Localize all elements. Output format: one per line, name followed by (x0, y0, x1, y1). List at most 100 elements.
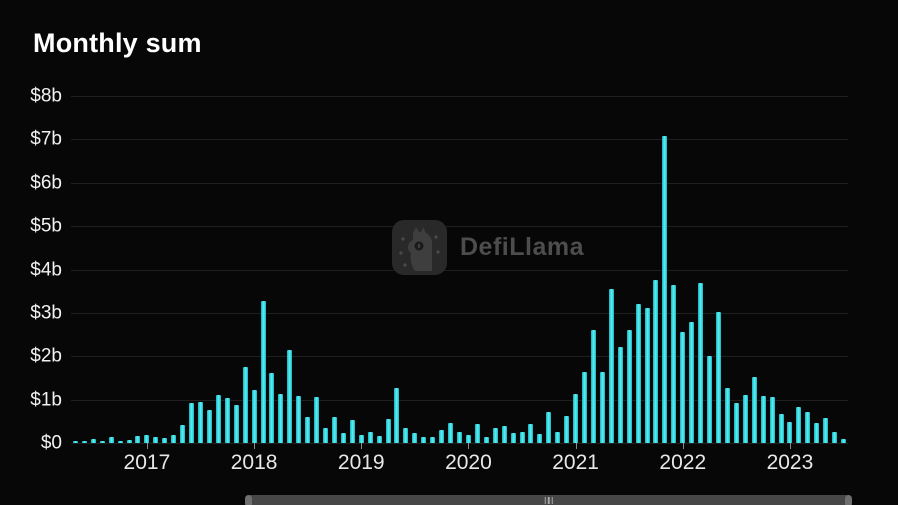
chart-title: Monthly sum (33, 28, 202, 58)
bar-2018-11[interactable] (340, 432, 346, 443)
bar-2022-03[interactable] (698, 283, 704, 443)
bar-2020-04[interactable] (492, 428, 498, 443)
bar-2020-12[interactable] (564, 415, 570, 443)
bar-2022-06[interactable] (724, 388, 730, 443)
bar-2022-05[interactable] (716, 312, 721, 443)
bar-2018-01[interactable] (251, 390, 257, 443)
bar-2017-06[interactable] (189, 403, 195, 443)
y-axis-tick-label: $8b (30, 85, 62, 107)
bar-2017-04[interactable] (171, 434, 177, 443)
bar-2017-08[interactable] (206, 410, 212, 443)
bar-2020-05[interactable] (501, 426, 507, 443)
bar-2019-02[interactable] (367, 431, 373, 443)
bar-2021-05[interactable] (608, 289, 614, 443)
bar-2017-03[interactable] (162, 438, 168, 443)
bar-2016-06[interactable] (81, 440, 87, 443)
bar-2018-08[interactable] (314, 396, 320, 443)
bar-2018-06[interactable] (296, 395, 302, 443)
range-scrollbar[interactable] (245, 495, 852, 505)
slider-grip-icon[interactable] (544, 497, 553, 504)
bar-2020-02[interactable] (474, 424, 480, 443)
bar-2022-09[interactable] (751, 376, 757, 443)
bar-2020-11[interactable] (555, 431, 561, 443)
bar-2017-11[interactable] (233, 404, 239, 443)
bar-2023-02[interactable] (796, 407, 802, 443)
bar-2017-07[interactable] (198, 401, 203, 443)
x-axis-tick (682, 443, 684, 449)
bar-2021-08[interactable] (635, 303, 641, 443)
bar-2019-05[interactable] (394, 388, 400, 443)
bar-2021-02[interactable] (582, 372, 588, 443)
bar-2017-10[interactable] (224, 398, 230, 443)
bar-2018-10[interactable] (331, 416, 337, 443)
bar-2023-06[interactable] (832, 431, 838, 443)
bar-2023-07[interactable] (841, 439, 847, 443)
bar-2019-04[interactable] (385, 419, 391, 443)
bar-2017-01[interactable] (144, 435, 150, 443)
bar-2020-07[interactable] (519, 431, 525, 443)
bar-2019-03[interactable] (376, 435, 382, 443)
bar-2018-07[interactable] (305, 416, 311, 443)
bar-2018-02[interactable] (260, 300, 266, 443)
bar-2021-04[interactable] (599, 372, 605, 443)
bar-2023-01[interactable] (787, 421, 793, 443)
bar-2021-03[interactable] (590, 329, 596, 443)
bar-2022-10[interactable] (760, 395, 766, 443)
bar-2020-09[interactable] (537, 434, 543, 443)
bar-2021-11[interactable] (662, 135, 668, 443)
bar-2019-01[interactable] (358, 435, 364, 443)
bar-2020-06[interactable] (510, 433, 516, 443)
bar-2020-08[interactable] (528, 424, 534, 443)
bar-2018-05[interactable] (287, 349, 293, 443)
bar-2019-09[interactable] (430, 436, 436, 443)
bar-2018-03[interactable] (269, 373, 275, 443)
bar-2017-05[interactable] (180, 424, 186, 443)
bar-2018-09[interactable] (323, 428, 329, 443)
bar-2022-04[interactable] (707, 356, 713, 443)
bar-2016-12[interactable] (135, 436, 141, 443)
bar-2022-02[interactable] (689, 321, 695, 443)
bar-2022-07[interactable] (733, 403, 739, 443)
gridline (71, 139, 848, 141)
bar-2019-12[interactable] (457, 432, 462, 443)
y-axis-tick-label: $3b (30, 302, 62, 324)
bar-2017-12[interactable] (242, 367, 248, 443)
bar-2019-06[interactable] (403, 428, 409, 443)
bar-2017-02[interactable] (153, 436, 159, 443)
gridline (71, 399, 848, 401)
bar-2016-05[interactable] (72, 441, 78, 443)
x-axis-tick (361, 443, 363, 449)
bar-2023-03[interactable] (805, 411, 811, 443)
bar-2023-05[interactable] (823, 418, 829, 443)
slider-right-handle[interactable] (845, 495, 852, 505)
bar-2020-10[interactable] (546, 411, 552, 443)
bar-2021-12[interactable] (671, 284, 677, 443)
bar-2016-08[interactable] (99, 440, 105, 443)
bar-2016-10[interactable] (117, 440, 123, 443)
bar-2018-12[interactable] (349, 420, 355, 443)
bar-2021-01[interactable] (573, 394, 579, 443)
bar-2019-11[interactable] (448, 423, 454, 443)
bar-2019-08[interactable] (421, 437, 427, 443)
bar-2018-04[interactable] (278, 394, 284, 443)
bar-2021-06[interactable] (617, 347, 623, 443)
bar-2019-07[interactable] (412, 433, 418, 443)
bar-2020-03[interactable] (483, 436, 489, 443)
bar-2021-09[interactable] (644, 308, 650, 443)
x-axis-year-label: 2019 (337, 451, 385, 474)
bar-2022-12[interactable] (778, 413, 784, 443)
bar-2017-09[interactable] (215, 394, 221, 443)
bar-2016-09[interactable] (108, 436, 114, 443)
bar-2022-01[interactable] (680, 332, 686, 443)
bar-2016-07[interactable] (90, 439, 96, 443)
bar-2023-04[interactable] (814, 423, 820, 443)
bar-2016-11[interactable] (126, 439, 132, 443)
bar-2021-10[interactable] (653, 280, 659, 443)
bar-2022-11[interactable] (769, 397, 775, 443)
bar-2021-07[interactable] (626, 329, 632, 443)
bar-2022-08[interactable] (742, 394, 748, 443)
bar-2020-01[interactable] (465, 435, 471, 443)
slider-left-handle[interactable] (245, 495, 252, 505)
bar-2019-10[interactable] (439, 430, 445, 443)
gridline (71, 312, 848, 314)
